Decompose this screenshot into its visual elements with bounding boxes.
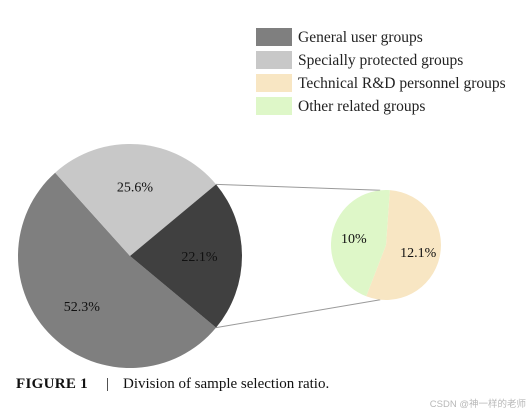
legend-label-specially-protected-groups: Specially protected groups xyxy=(298,52,463,69)
main-slice-other-combined xyxy=(130,184,242,328)
main-slice-label-general-user-groups: 52.3% xyxy=(64,300,101,315)
main-pie: 52.3% 25.6% 22.1% xyxy=(17,144,242,369)
connector-line-top xyxy=(216,183,381,191)
pie-of-pie-chart: General user groups Specially protected g… xyxy=(17,28,506,369)
figure-label: FIGURE 1 xyxy=(16,376,88,392)
secondary-slice-technical-r-d-personnel-groups xyxy=(366,190,441,300)
legend-label-general-user-groups: General user groups xyxy=(298,29,423,46)
legend-swatch-technical-r-d-personnel-groups xyxy=(256,74,292,92)
legend: General user groups Specially protected g… xyxy=(256,28,506,115)
watermark: CSDN @神一样的老师 xyxy=(429,399,526,410)
caption-text: Division of sample selection ratio. xyxy=(123,376,330,392)
caption-separator: | xyxy=(106,376,110,392)
legend-swatch-other-related-groups xyxy=(256,97,292,115)
main-slice-label-specially-protected-groups: 25.6% xyxy=(117,181,154,196)
main-slice-specially-protected-groups xyxy=(55,144,217,256)
secondary-pie: 12.1% 10% xyxy=(330,189,441,300)
main-slice-label-other-combined: 22.1% xyxy=(181,250,218,265)
secondary-slice-label-other-related-groups: 10% xyxy=(341,232,367,247)
secondary-slice-other-related-groups xyxy=(330,189,390,297)
figure-caption: FIGURE 1 | Division of sample selection ra… xyxy=(16,376,329,393)
legend-swatch-specially-protected-groups xyxy=(256,51,292,69)
legend-swatch-general-user-groups xyxy=(256,28,292,46)
main-slice-general-user-groups xyxy=(17,172,217,369)
legend-label-other-related-groups: Other related groups xyxy=(298,98,425,115)
connector-line-bottom xyxy=(215,299,381,329)
secondary-slice-label-technical-r-d-personnel-groups: 12.1% xyxy=(400,246,437,261)
legend-label-technical-r-d-personnel-groups: Technical R&D personnel groups xyxy=(298,75,506,92)
connector-lines xyxy=(215,183,381,329)
